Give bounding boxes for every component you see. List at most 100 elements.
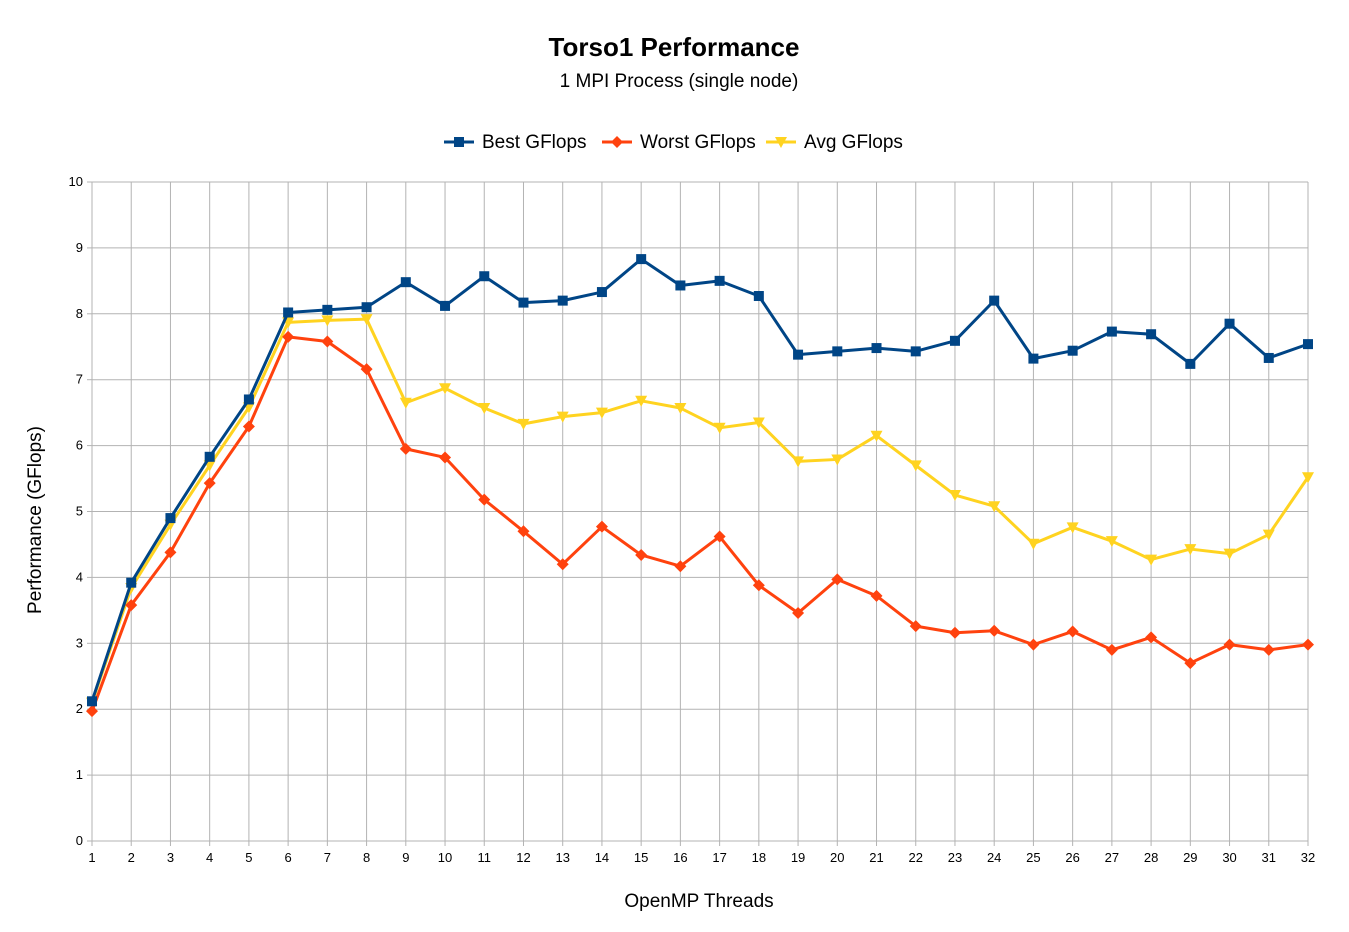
data-point-avg-gflops xyxy=(360,314,373,326)
y-tick-label: 3 xyxy=(76,635,83,650)
chart-title: Torso1 Performance xyxy=(549,32,800,62)
data-point-avg-gflops xyxy=(1262,529,1275,541)
data-point-best-gflops xyxy=(361,302,372,313)
data-point-worst-gflops xyxy=(203,477,216,490)
x-tick-label: 10 xyxy=(438,850,452,865)
data-point-best-gflops xyxy=(989,295,1000,306)
data-point-worst-gflops xyxy=(321,335,334,348)
y-tick-label: 9 xyxy=(76,240,83,255)
data-point-best-gflops xyxy=(1263,352,1274,363)
x-tick-label: 11 xyxy=(478,850,492,865)
legend-item-avg-gflops: Avg GFlops xyxy=(766,132,903,153)
data-point-best-gflops xyxy=(243,394,254,405)
data-point-best-gflops xyxy=(1303,339,1313,350)
y-tick-label: 6 xyxy=(76,438,83,453)
x-tick-label: 29 xyxy=(1183,850,1197,865)
x-tick-label: 2 xyxy=(128,850,135,865)
data-point-worst-gflops xyxy=(792,606,805,619)
grid xyxy=(91,181,1309,842)
x-axis-label: OpenMP Threads xyxy=(624,891,773,912)
x-tick-label: 26 xyxy=(1065,850,1079,865)
x-tick-label: 21 xyxy=(869,850,883,865)
data-point-best-gflops xyxy=(949,335,960,346)
data-point-worst-gflops xyxy=(1223,638,1236,651)
data-point-best-gflops xyxy=(479,271,490,282)
x-axis-ticks: 1 2 3 4 5 6 7 8 9 10 11 12 13 14 15 16 17 18 19 20 21 22 23 24 2… xyxy=(88,841,1315,865)
data-point-worst-gflops xyxy=(1105,643,1118,656)
data-point-worst-gflops xyxy=(1027,638,1040,651)
x-tick-label: 14 xyxy=(595,850,609,865)
x-tick-label: 24 xyxy=(987,850,1001,865)
series-layer xyxy=(86,254,1314,718)
data-point-avg-gflops xyxy=(1223,548,1236,560)
series-line-best-gflops xyxy=(90,257,1309,702)
data-point-worst-gflops xyxy=(948,626,961,639)
x-tick-label: 7 xyxy=(324,850,331,865)
series-line-worst-gflops xyxy=(90,335,1309,712)
x-tick-label: 16 xyxy=(673,850,687,865)
y-tick-label: 0 xyxy=(76,833,83,848)
data-point-avg-gflops xyxy=(1105,536,1118,548)
x-tick-label: 6 xyxy=(285,850,292,865)
x-tick-label: 18 xyxy=(752,850,766,865)
data-point-avg-gflops xyxy=(595,407,608,419)
legend-swatch-marker xyxy=(775,137,787,148)
data-point-best-gflops xyxy=(400,277,411,288)
data-point-avg-gflops xyxy=(1145,554,1158,566)
data-point-worst-gflops xyxy=(713,530,726,543)
data-point-best-gflops xyxy=(636,254,647,265)
data-point-best-gflops xyxy=(165,513,176,524)
data-point-best-gflops xyxy=(910,346,921,357)
data-point-avg-gflops xyxy=(321,315,334,327)
x-tick-label: 5 xyxy=(245,850,252,865)
data-point-avg-gflops xyxy=(909,460,922,472)
x-tick-label: 28 xyxy=(1144,850,1158,865)
data-point-worst-gflops xyxy=(360,363,373,376)
data-point-worst-gflops xyxy=(595,520,608,533)
data-point-worst-gflops xyxy=(86,705,98,718)
data-point-best-gflops xyxy=(518,297,529,308)
data-point-worst-gflops xyxy=(674,560,687,573)
data-point-best-gflops xyxy=(204,451,215,462)
data-point-avg-gflops xyxy=(831,454,844,466)
data-point-worst-gflops xyxy=(1302,638,1314,651)
data-point-best-gflops xyxy=(322,304,333,315)
data-point-best-gflops xyxy=(1185,358,1196,369)
data-point-best-gflops xyxy=(440,300,451,311)
y-tick-label: 7 xyxy=(76,372,83,387)
data-point-best-gflops xyxy=(557,295,568,306)
data-point-avg-gflops xyxy=(752,417,765,429)
data-point-best-gflops xyxy=(793,349,804,360)
x-tick-label: 12 xyxy=(516,850,530,865)
data-point-avg-gflops xyxy=(635,395,648,407)
data-point-worst-gflops xyxy=(439,451,452,464)
x-tick-label: 22 xyxy=(909,850,923,865)
data-point-worst-gflops xyxy=(909,620,922,633)
y-tick-label: 8 xyxy=(76,306,83,321)
data-point-avg-gflops xyxy=(439,383,452,395)
data-point-best-gflops xyxy=(283,307,294,318)
data-point-best-gflops xyxy=(1224,318,1235,329)
data-point-avg-gflops xyxy=(870,430,883,442)
legend-label: Avg GFlops xyxy=(804,132,903,153)
data-point-avg-gflops xyxy=(399,397,412,409)
data-point-worst-gflops xyxy=(282,330,295,343)
x-tick-label: 3 xyxy=(167,850,174,865)
data-point-avg-gflops xyxy=(792,456,805,468)
data-point-best-gflops xyxy=(87,696,97,707)
data-point-worst-gflops xyxy=(1262,643,1275,656)
y-tick-label: 1 xyxy=(76,767,83,782)
y-tick-label: 5 xyxy=(76,504,83,519)
data-point-best-gflops xyxy=(126,577,137,588)
data-point-worst-gflops xyxy=(870,589,883,602)
data-point-avg-gflops xyxy=(1184,544,1197,556)
x-tick-label: 30 xyxy=(1222,850,1236,865)
data-point-avg-gflops xyxy=(948,490,961,502)
legend-item-worst-gflops: Worst GFlops xyxy=(602,132,756,153)
data-point-avg-gflops xyxy=(478,403,491,415)
data-point-worst-gflops xyxy=(556,558,569,571)
chart-subtitle: 1 MPI Process (single node) xyxy=(560,71,799,92)
data-point-worst-gflops xyxy=(1145,631,1158,644)
legend-item-best-gflops: Best GFlops xyxy=(444,132,587,153)
